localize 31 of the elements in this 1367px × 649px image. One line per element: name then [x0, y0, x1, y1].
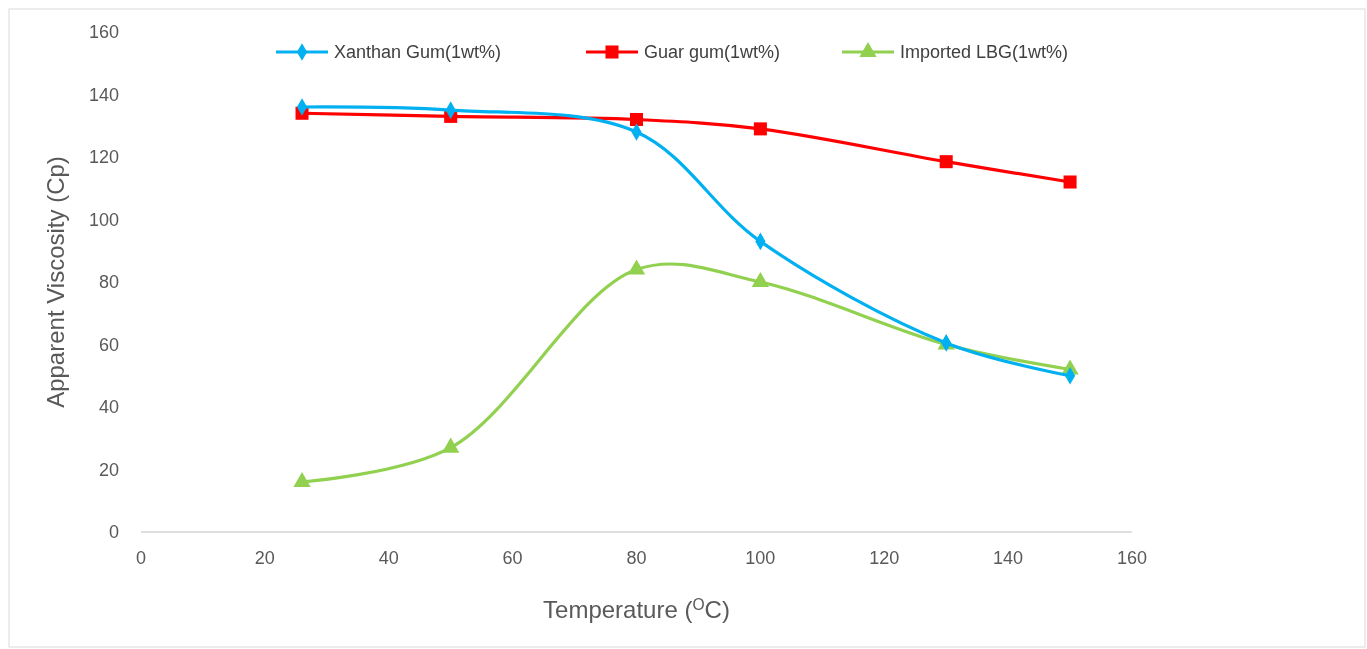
- point: [753, 122, 767, 136]
- x-tick-label: 140: [993, 548, 1024, 568]
- x-tick-label: 160: [1116, 548, 1148, 568]
- legend-label: Guar gum(1wt%): [644, 42, 781, 63]
- point: [751, 272, 770, 287]
- y-tick-label: 160: [88, 22, 119, 43]
- x-tick-label: 100: [745, 548, 776, 568]
- y-axis-title: Apparent Viscosity (Cp): [42, 156, 69, 408]
- x-axis-title: Temperature ($^{O}$C): [543, 595, 730, 623]
- y-tick-label: 120: [88, 147, 119, 168]
- y-tick-label: 100: [88, 209, 119, 230]
- x-tick-label: 0: [135, 548, 147, 568]
- y-tick-label: 60: [98, 334, 119, 355]
- point: [939, 155, 953, 169]
- x-tick-label: 60: [502, 548, 523, 568]
- y-tick-label: 0: [108, 522, 119, 543]
- y-tick-label: 40: [98, 397, 119, 418]
- point: [442, 437, 460, 453]
- x-tick-label: 20: [254, 548, 275, 568]
- point: [293, 472, 311, 487]
- y-tick-label: 140: [88, 84, 119, 105]
- x-tick-label: 120: [869, 548, 900, 568]
- x-tick-label: 80: [626, 548, 647, 568]
- legend-label: Xanthan Gum(1wt%): [334, 42, 502, 63]
- y-tick-label: 20: [98, 459, 119, 480]
- x-tick-label: 40: [378, 548, 399, 568]
- point: [629, 112, 644, 127]
- legend-label: Imported LBG(1wt%): [900, 42, 1069, 63]
- point: [627, 259, 646, 275]
- point: [1063, 175, 1077, 189]
- y-tick-label: 80: [98, 272, 119, 293]
